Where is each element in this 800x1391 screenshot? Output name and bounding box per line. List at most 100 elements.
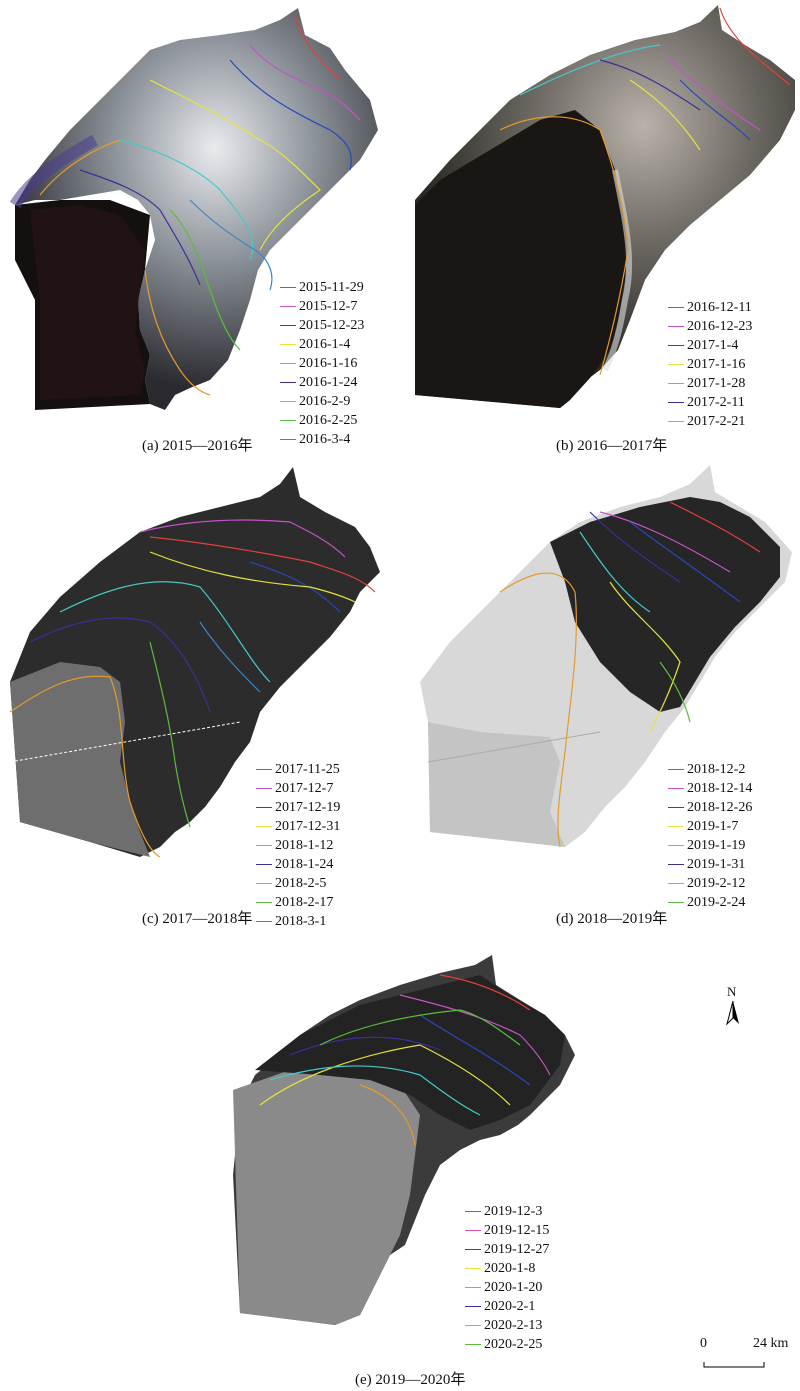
- boundary-line-d-3: [629, 521, 741, 603]
- legend-item: 2017-12-31: [256, 817, 340, 836]
- boundary-line-c-2: [139, 519, 346, 558]
- boundary-line-c-5: [59, 581, 271, 683]
- legend-item: 2018-12-26: [668, 798, 752, 817]
- scale-bar-start-label: 0: [700, 1336, 707, 1351]
- legend-swatch: [465, 1287, 481, 1288]
- boundary-line-b-3: [679, 79, 751, 141]
- boundary-line-e-6: [289, 1036, 441, 1056]
- legend-item: 2018-1-24: [256, 855, 340, 874]
- boundary-line-a-1: [294, 14, 341, 81]
- legend-label: 2020-1-8: [484, 1261, 536, 1276]
- legend-label: 2019-12-15: [484, 1223, 550, 1238]
- legend-swatch: [280, 325, 296, 326]
- legend-swatch: [668, 864, 684, 865]
- legend-item: 2019-1-19: [668, 836, 752, 855]
- boundary-line-c-4: [149, 551, 356, 603]
- legend-label: 2019-2-24: [687, 895, 746, 910]
- legend-label: 2018-12-14: [687, 781, 753, 796]
- legend-label: 2016-2-25: [299, 413, 358, 428]
- legend-label: 2019-2-12: [687, 876, 746, 891]
- legend-label: 2017-1-28: [687, 376, 746, 391]
- legend-label: 2018-3-1: [275, 914, 327, 929]
- boundary-line-b-7: [499, 116, 629, 376]
- legend-item: 2017-11-25: [256, 760, 340, 779]
- scale-bar: 0 24 km: [695, 1336, 795, 1376]
- legend-item: 2020-1-8: [465, 1259, 549, 1278]
- legend-swatch: [668, 402, 684, 403]
- legend-item: 2018-2-5: [256, 874, 340, 893]
- legend-label: 2016-1-4: [299, 337, 351, 352]
- legend-swatch: [256, 769, 272, 770]
- legend-item: 2017-1-4: [668, 336, 752, 355]
- legend-label: 2020-2-1: [484, 1299, 536, 1314]
- legend-label: 2015-11-29: [299, 280, 364, 295]
- legend-label: 2020-2-13: [484, 1318, 543, 1333]
- legend-label: 2017-2-21: [687, 414, 746, 429]
- legend-swatch: [256, 807, 272, 808]
- boundary-line-c-7: [9, 675, 161, 858]
- legend-swatch: [668, 807, 684, 808]
- legend-swatch: [465, 1249, 481, 1250]
- map-panel-e: 2019-12-3 2019-12-15 2019-12-27 2020-1-8…: [200, 955, 620, 1391]
- boundary-line-a-2: [249, 44, 361, 121]
- legend-item: 2016-12-23: [668, 317, 752, 336]
- legend-swatch: [668, 421, 684, 422]
- legend-swatch: [668, 845, 684, 846]
- legend-label: 2019-1-31: [687, 857, 746, 872]
- legend-item: 2019-12-3: [465, 1202, 549, 1221]
- scale-bar-end-label: 24 km: [753, 1336, 789, 1351]
- boundary-line-a-6: [79, 169, 201, 286]
- legend-item: 2016-1-24: [280, 373, 364, 392]
- legend-item: 2017-2-11: [668, 393, 752, 412]
- panel-caption-b: (b) 2016—2017年: [556, 438, 668, 454]
- boundary-line-e-7: [359, 1084, 416, 1146]
- legend-item: 2019-2-12: [668, 874, 752, 893]
- legend-swatch: [256, 826, 272, 827]
- legend-label: 2016-1-24: [299, 375, 358, 390]
- legend-label: 2016-3-4: [299, 432, 351, 447]
- legend-item: 2016-3-4: [280, 430, 364, 449]
- legend-label: 2017-12-19: [275, 800, 341, 815]
- boundary-line-b-5: [519, 44, 661, 96]
- panel-caption-e: (e) 2019—2020年: [355, 1372, 466, 1388]
- legend-item: 2016-2-9: [280, 392, 364, 411]
- legend-item: 2019-1-7: [668, 817, 752, 836]
- legend-swatch: [280, 363, 296, 364]
- legend-label: 2016-1-16: [299, 356, 358, 371]
- boundary-line-d-1: [669, 501, 761, 553]
- map-panel-c: 2017-11-25 2017-12-7 2017-12-19 2017-12-…: [0, 462, 400, 932]
- legend-item: 2016-1-4: [280, 335, 364, 354]
- boundary-line-a-5: [119, 139, 254, 261]
- legend-label: 2015-12-7: [299, 299, 358, 314]
- legend-item: 2016-12-11: [668, 298, 752, 317]
- legend-d: 2018-12-2 2018-12-14 2018-12-26 2019-1-7…: [668, 760, 752, 912]
- legend-swatch: [256, 845, 272, 846]
- boundary-line-a-8: [169, 209, 241, 351]
- legend-item: 2015-12-7: [280, 297, 364, 316]
- legend-label: 2019-1-19: [687, 838, 746, 853]
- legend-label: 2018-1-12: [275, 838, 334, 853]
- boundary-line-a-4: [149, 79, 321, 251]
- legend-item: 2020-2-1: [465, 1297, 549, 1316]
- legend-swatch: [465, 1268, 481, 1269]
- boundary-line-b-6: [599, 59, 701, 111]
- boundary-line-c-3: [249, 561, 341, 613]
- legend-swatch: [668, 345, 684, 346]
- legend-label: 2017-1-16: [687, 357, 746, 372]
- legend-swatch: [256, 902, 272, 903]
- legend-swatch: [668, 364, 684, 365]
- satellite-image-a: [9, 8, 378, 410]
- legend-swatch: [256, 921, 272, 922]
- legend-label: 2015-12-23: [299, 318, 365, 333]
- legend-label: 2020-2-25: [484, 1337, 543, 1352]
- legend-swatch: [668, 326, 684, 327]
- legend-item: 2020-2-13: [465, 1316, 549, 1335]
- legend-swatch: [256, 788, 272, 789]
- panel-caption-d: (d) 2018—2019年: [556, 911, 668, 927]
- boundary-line-c-6: [29, 617, 211, 713]
- boundary-line-a-3: [229, 59, 352, 171]
- legend-swatch: [256, 883, 272, 884]
- legend-swatch: [280, 306, 296, 307]
- legend-swatch: [668, 902, 684, 903]
- legend-swatch: [668, 383, 684, 384]
